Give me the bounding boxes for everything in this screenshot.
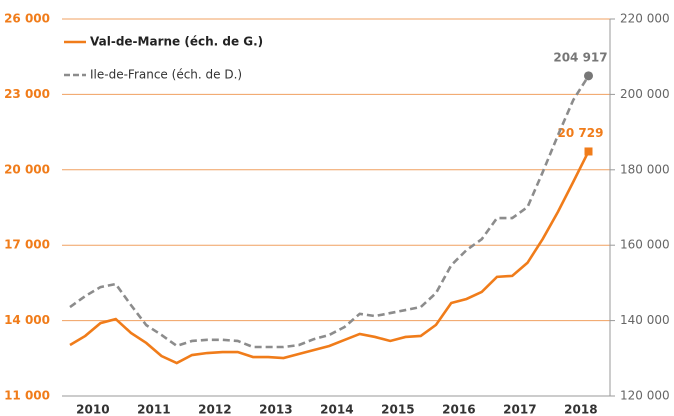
y-tick-label: 20 000 <box>4 162 50 176</box>
x-tick-label: 2011 <box>137 403 170 416</box>
x-tick-label: 2016 <box>442 403 475 416</box>
y-tick-label: 11 000 <box>4 389 50 403</box>
x-tick-label: 2014 <box>320 403 353 416</box>
y2-tick-label: 160 000 <box>620 238 670 252</box>
x-tick-label: 2012 <box>198 403 231 416</box>
series-line <box>69 150 590 365</box>
x-tick-label: 2015 <box>381 403 414 416</box>
x-tick-label: 2013 <box>259 403 292 416</box>
y2-tick-label: 140 000 <box>620 313 670 327</box>
x-tick-label: 2018 <box>564 403 597 416</box>
series-line <box>69 75 590 349</box>
y2-tick-label: 120 000 <box>620 389 670 403</box>
end-marker <box>584 147 593 156</box>
y-tick-label: 14 000 <box>4 313 50 327</box>
legend-label: Ile-de-France (éch. de D.) <box>90 68 242 82</box>
y-tick-label: 17 000 <box>4 238 50 252</box>
legend-label: Val-de-Marne (éch. de G.) <box>90 35 263 49</box>
y2-tick-label: 200 000 <box>620 87 670 101</box>
y2-tick-label: 180 000 <box>620 162 670 176</box>
y-tick-label: 26 000 <box>4 12 50 26</box>
y2-tick-label: 220 000 <box>620 12 670 26</box>
data-label: 204 917 <box>553 50 607 64</box>
y-tick-label: 23 000 <box>4 87 50 101</box>
x-tick-label: 2017 <box>503 403 536 416</box>
x-tick-label: 2010 <box>76 403 109 416</box>
data-label: 20 729 <box>558 126 604 140</box>
end-marker <box>584 71 593 81</box>
